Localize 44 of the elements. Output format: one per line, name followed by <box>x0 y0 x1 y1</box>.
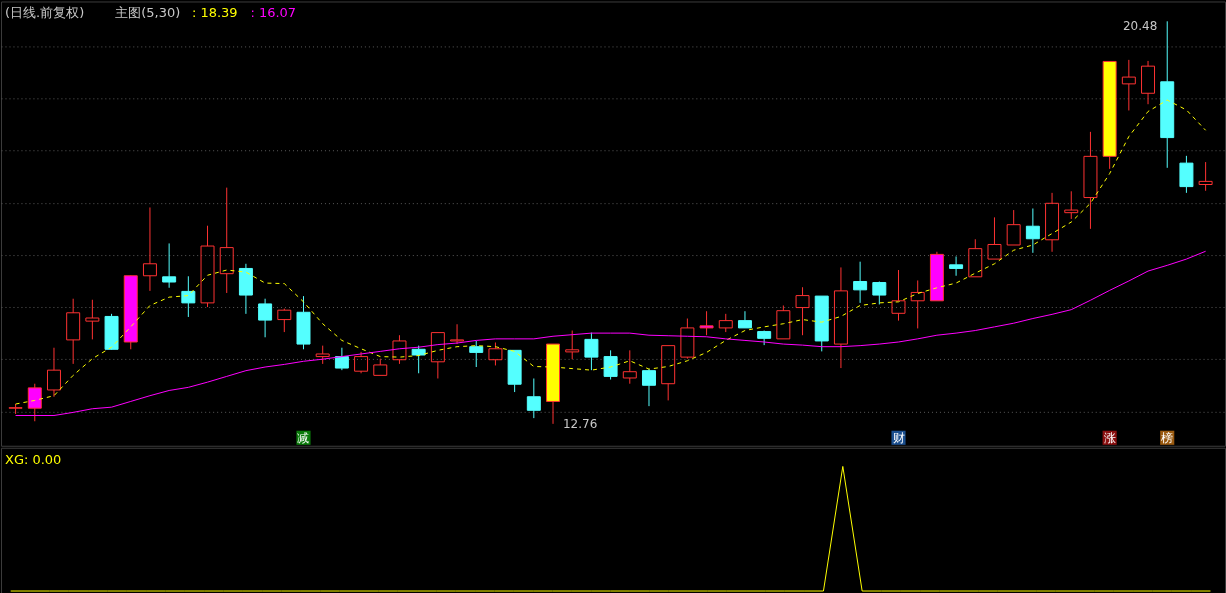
annotation: 20.48 <box>1122 19 1158 34</box>
candlestick <box>430 332 445 379</box>
candlestick <box>833 266 848 369</box>
candlestick <box>85 299 100 340</box>
candlestick <box>603 349 618 381</box>
annotation: 涨 <box>1103 430 1116 445</box>
candlestick <box>162 242 177 289</box>
candlestick <box>1121 59 1136 111</box>
annotation: 财 <box>892 430 905 445</box>
annotation: 12.76 <box>563 416 598 431</box>
candlestick <box>181 275 196 318</box>
text: : 18.39 <box>191 5 238 21</box>
candlestick <box>795 286 810 336</box>
chart-subtitle: 主图(5,30) <box>115 5 181 21</box>
text: : 16.07 <box>250 5 297 21</box>
candlestick <box>66 298 81 365</box>
candlestick <box>334 347 349 371</box>
candlestick <box>891 269 906 322</box>
candlestick <box>142 206 157 292</box>
candlestick <box>949 255 964 277</box>
candlestick <box>1160 20 1175 169</box>
candlestick <box>1025 208 1040 254</box>
annotation: 榜 <box>1161 430 1174 445</box>
candlestick <box>661 345 676 401</box>
text: XG: 0.00 <box>4 451 62 467</box>
candlestick <box>1083 131 1098 230</box>
chart-title: (日线.前复权) <box>4 5 85 21</box>
candlestick <box>1006 209 1021 246</box>
candlestick <box>910 279 925 329</box>
candlestick <box>776 304 791 340</box>
candlestick <box>1141 60 1156 105</box>
candlestick <box>929 251 944 302</box>
candlestick <box>853 261 868 304</box>
annotation: 减 <box>297 430 310 445</box>
candlestick <box>46 347 61 398</box>
candlestick <box>1198 161 1213 192</box>
candlestick <box>219 187 234 294</box>
candlestick <box>258 298 273 338</box>
candlestick <box>737 310 752 329</box>
candlestick <box>968 238 983 278</box>
candlestick <box>1064 190 1079 220</box>
candlestick <box>238 263 253 315</box>
candlestick <box>1045 192 1060 253</box>
candlestick <box>987 216 1002 260</box>
